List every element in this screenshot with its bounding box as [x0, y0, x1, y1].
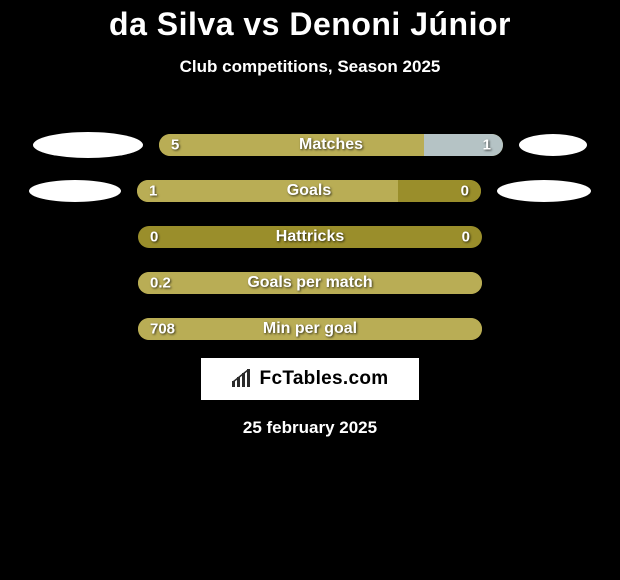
stat-rows: 5 1 Matches 1 0 Goals 0 0 Hattricks 0.2 Goals per … [0, 134, 620, 340]
subtitle: Club competitions, Season 2025 [0, 57, 620, 77]
date-text: 25 february 2025 [0, 418, 620, 438]
metric-label: Hattricks [276, 228, 344, 246]
stat-row: 708 Min per goal [0, 318, 620, 340]
bar-fill-left [159, 134, 424, 156]
stat-bar: 0.2 Goals per match [138, 272, 482, 294]
value-right: 0 [462, 229, 470, 246]
metric-label: Matches [299, 136, 363, 154]
value-right: 1 [483, 137, 491, 154]
stat-row: 0 0 Hattricks [0, 226, 620, 248]
player-right-marker [519, 134, 587, 156]
stat-bar: 5 1 Matches [159, 134, 503, 156]
value-left: 0.2 [150, 275, 171, 292]
fctables-badge: FcTables.com [201, 358, 419, 400]
value-left: 708 [150, 321, 175, 338]
page-title: da Silva vs Denoni Júnior [0, 6, 620, 43]
fctables-text: FcTables.com [260, 368, 389, 390]
stat-row: 1 0 Goals [0, 180, 620, 202]
metric-label: Goals [287, 182, 331, 200]
value-right: 0 [461, 183, 469, 200]
metric-label: Min per goal [263, 320, 357, 338]
player-right-marker [497, 180, 591, 202]
player-left-marker [33, 132, 143, 158]
value-left: 0 [150, 229, 158, 246]
stat-row: 5 1 Matches [0, 134, 620, 156]
bars-icon [232, 369, 254, 389]
bar-fill-right [424, 134, 503, 156]
player-left-marker [29, 180, 121, 202]
stat-bar: 0 0 Hattricks [138, 226, 482, 248]
value-left: 1 [149, 183, 157, 200]
value-left: 5 [171, 137, 179, 154]
stat-bar: 1 0 Goals [137, 180, 481, 202]
stat-bar: 708 Min per goal [138, 318, 482, 340]
metric-label: Goals per match [247, 274, 372, 292]
stat-row: 0.2 Goals per match [0, 272, 620, 294]
bar-fill-left [137, 180, 398, 202]
comparison-infographic: da Silva vs Denoni Júnior Club competiti… [0, 0, 620, 580]
